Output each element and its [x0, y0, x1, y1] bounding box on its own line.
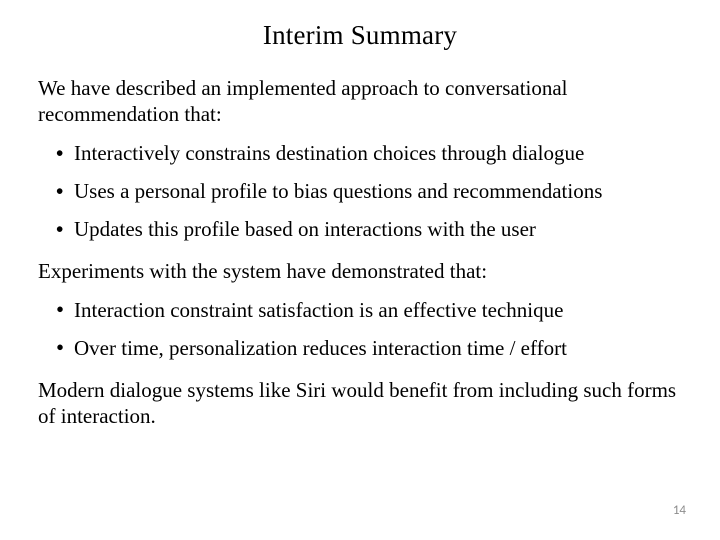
bullet-list-1: Interactively constrains destination cho… — [38, 140, 682, 243]
intro-paragraph-2: Experiments with the system have demonst… — [38, 258, 682, 284]
list-item: Uses a personal profile to bias question… — [56, 178, 682, 204]
slide-title: Interim Summary — [38, 20, 682, 51]
list-item: Interactively constrains destination cho… — [56, 140, 682, 166]
list-item: Updates this profile based on interactio… — [56, 216, 682, 242]
bullet-list-2: Interaction constraint satisfaction is a… — [38, 297, 682, 362]
closing-paragraph: Modern dialogue systems like Siri would … — [38, 377, 682, 430]
slide: Interim Summary We have described an imp… — [0, 0, 720, 540]
list-item: Interaction constraint satisfaction is a… — [56, 297, 682, 323]
intro-paragraph-1: We have described an implemented approac… — [38, 75, 682, 128]
list-item: Over time, personalization reduces inter… — [56, 335, 682, 361]
page-number: 14 — [673, 503, 686, 518]
